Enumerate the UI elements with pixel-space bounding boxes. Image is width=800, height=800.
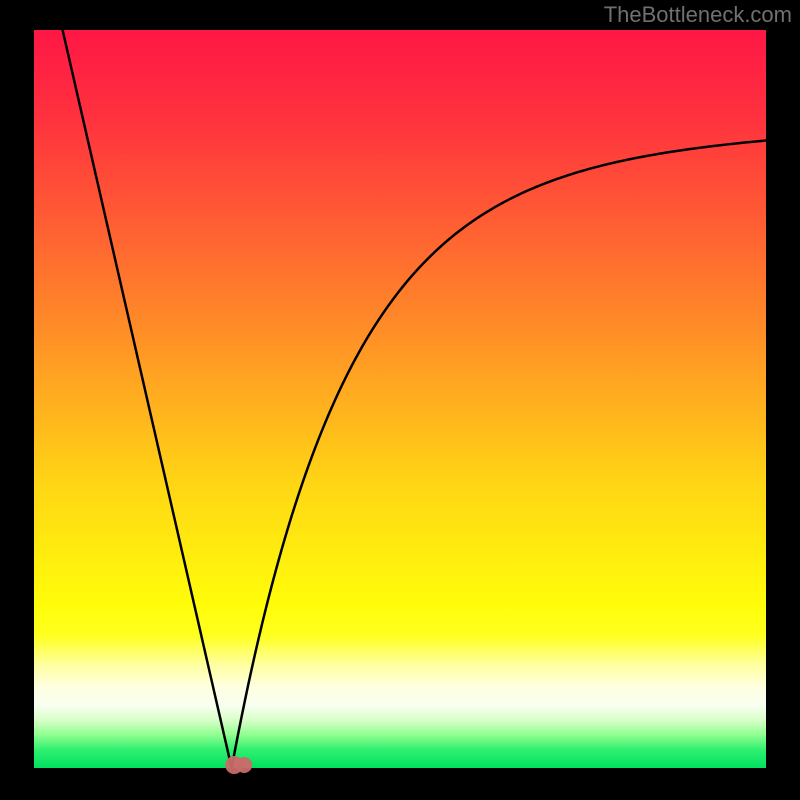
chart-stage: TheBottleneck.com (0, 0, 800, 800)
plot-background (34, 30, 766, 768)
optimum-marker (225, 756, 252, 774)
chart-svg (0, 0, 800, 800)
